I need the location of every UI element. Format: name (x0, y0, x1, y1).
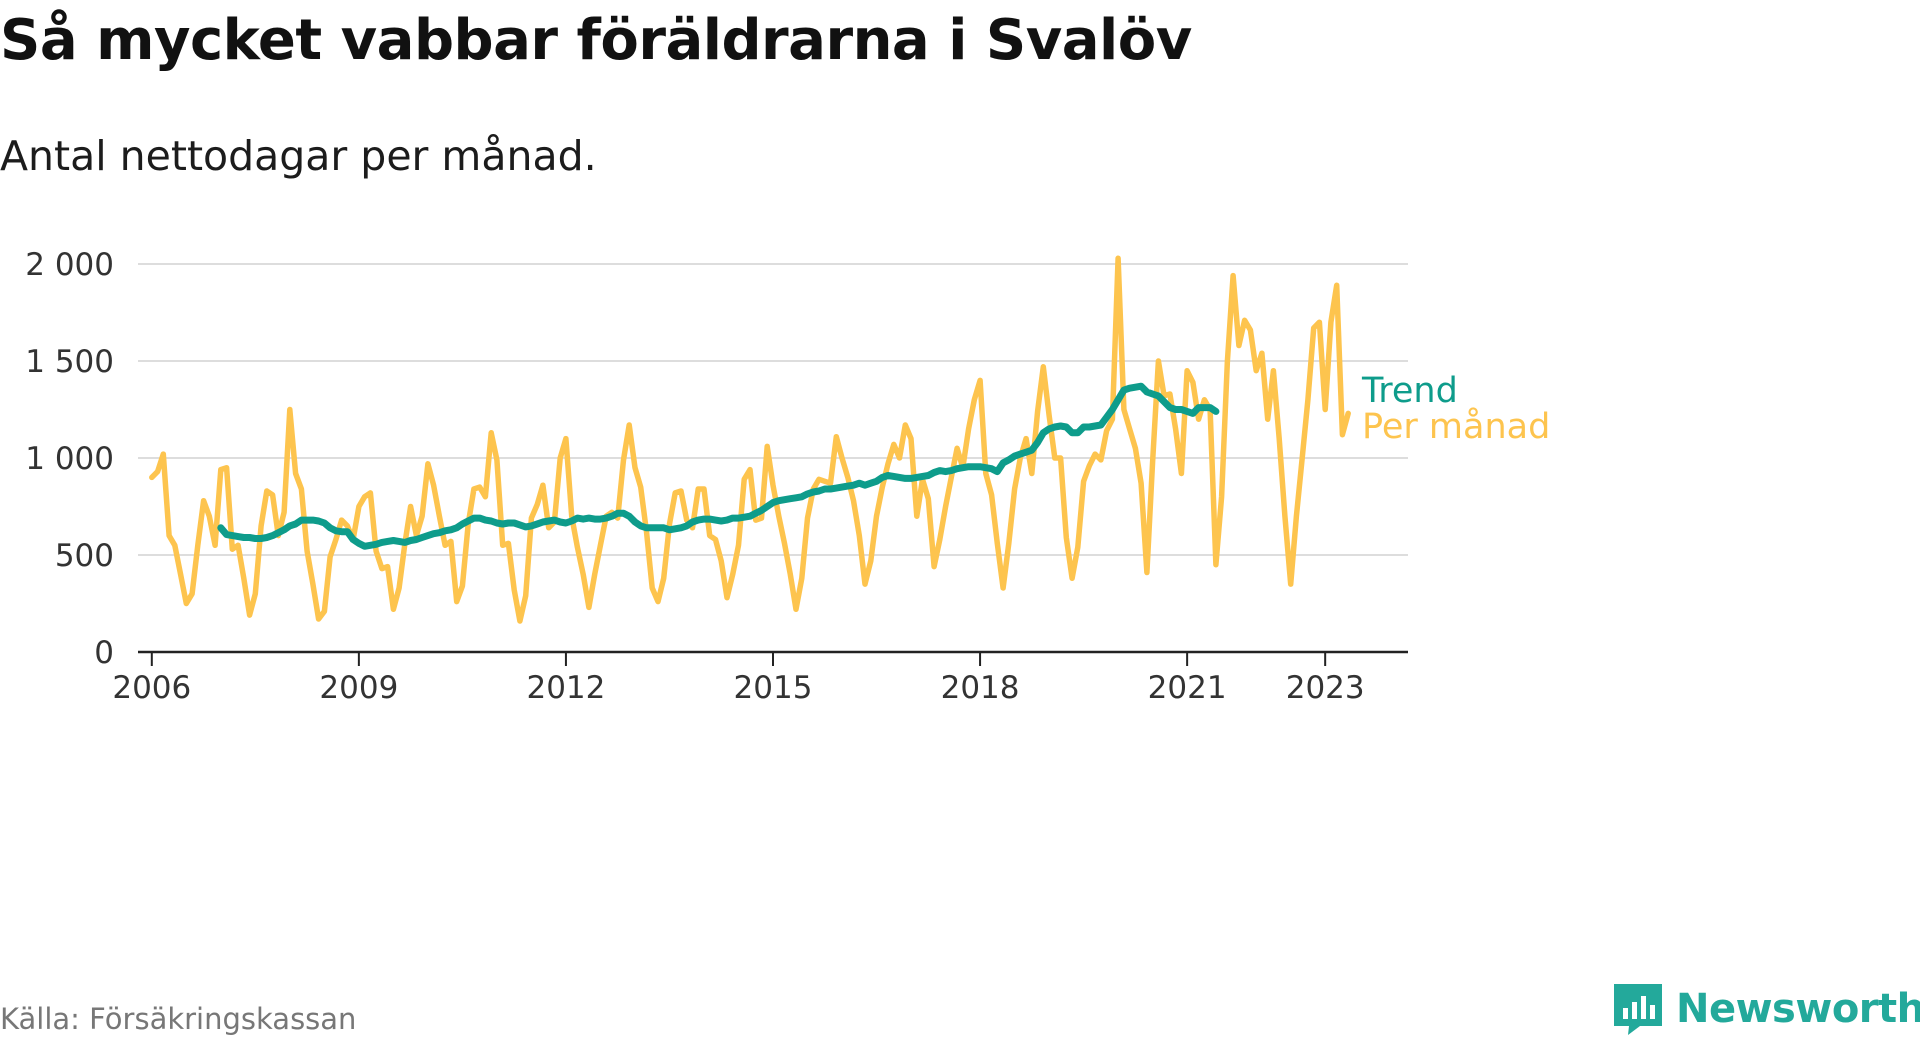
chart-title: Så mycket vabbar föräldrarna i Svalöv (0, 8, 1192, 73)
axes: 0 500 1 000 1 500 2 000 2006 2009 2012 2015 2018 2… (25, 247, 1408, 706)
newsworthy-logo-icon (1614, 984, 1662, 1035)
x-tick-label: 2021 (1148, 670, 1227, 706)
x-tick-label: 2015 (734, 670, 813, 706)
y-tick-label: 500 (55, 538, 114, 574)
x-tick-label: 2012 (526, 670, 605, 706)
series-line-per-manad (149, 255, 1351, 624)
y-tick-label: 1 000 (25, 441, 114, 477)
y-tick-label: 0 (94, 635, 114, 671)
series-label-per-manad: Per månad (1362, 406, 1550, 447)
series-line-trend (217, 382, 1220, 550)
x-tick-label: 2023 (1286, 670, 1365, 706)
series-label-trend: Trend (1361, 371, 1458, 411)
brand-logo: Newsworthy (1612, 982, 1920, 1036)
x-tick-label: 2006 (112, 670, 191, 706)
source-note: Källa: Försäkringskassan (0, 1002, 357, 1036)
line-chart: 0 500 1 000 1 500 2 000 2006 2009 2012 2015 2018 2… (25, 247, 1550, 706)
brand-name: Newsworthy (1676, 986, 1920, 1032)
x-tick-label: 2009 (319, 670, 398, 706)
chart-subtitle: Antal nettodagar per månad. (0, 132, 597, 180)
x-tick-label: 2018 (941, 670, 1020, 706)
y-tick-label: 1 500 (25, 344, 114, 380)
y-tick-label: 2 000 (25, 247, 114, 283)
series (149, 255, 1351, 624)
gridlines (138, 263, 1408, 556)
